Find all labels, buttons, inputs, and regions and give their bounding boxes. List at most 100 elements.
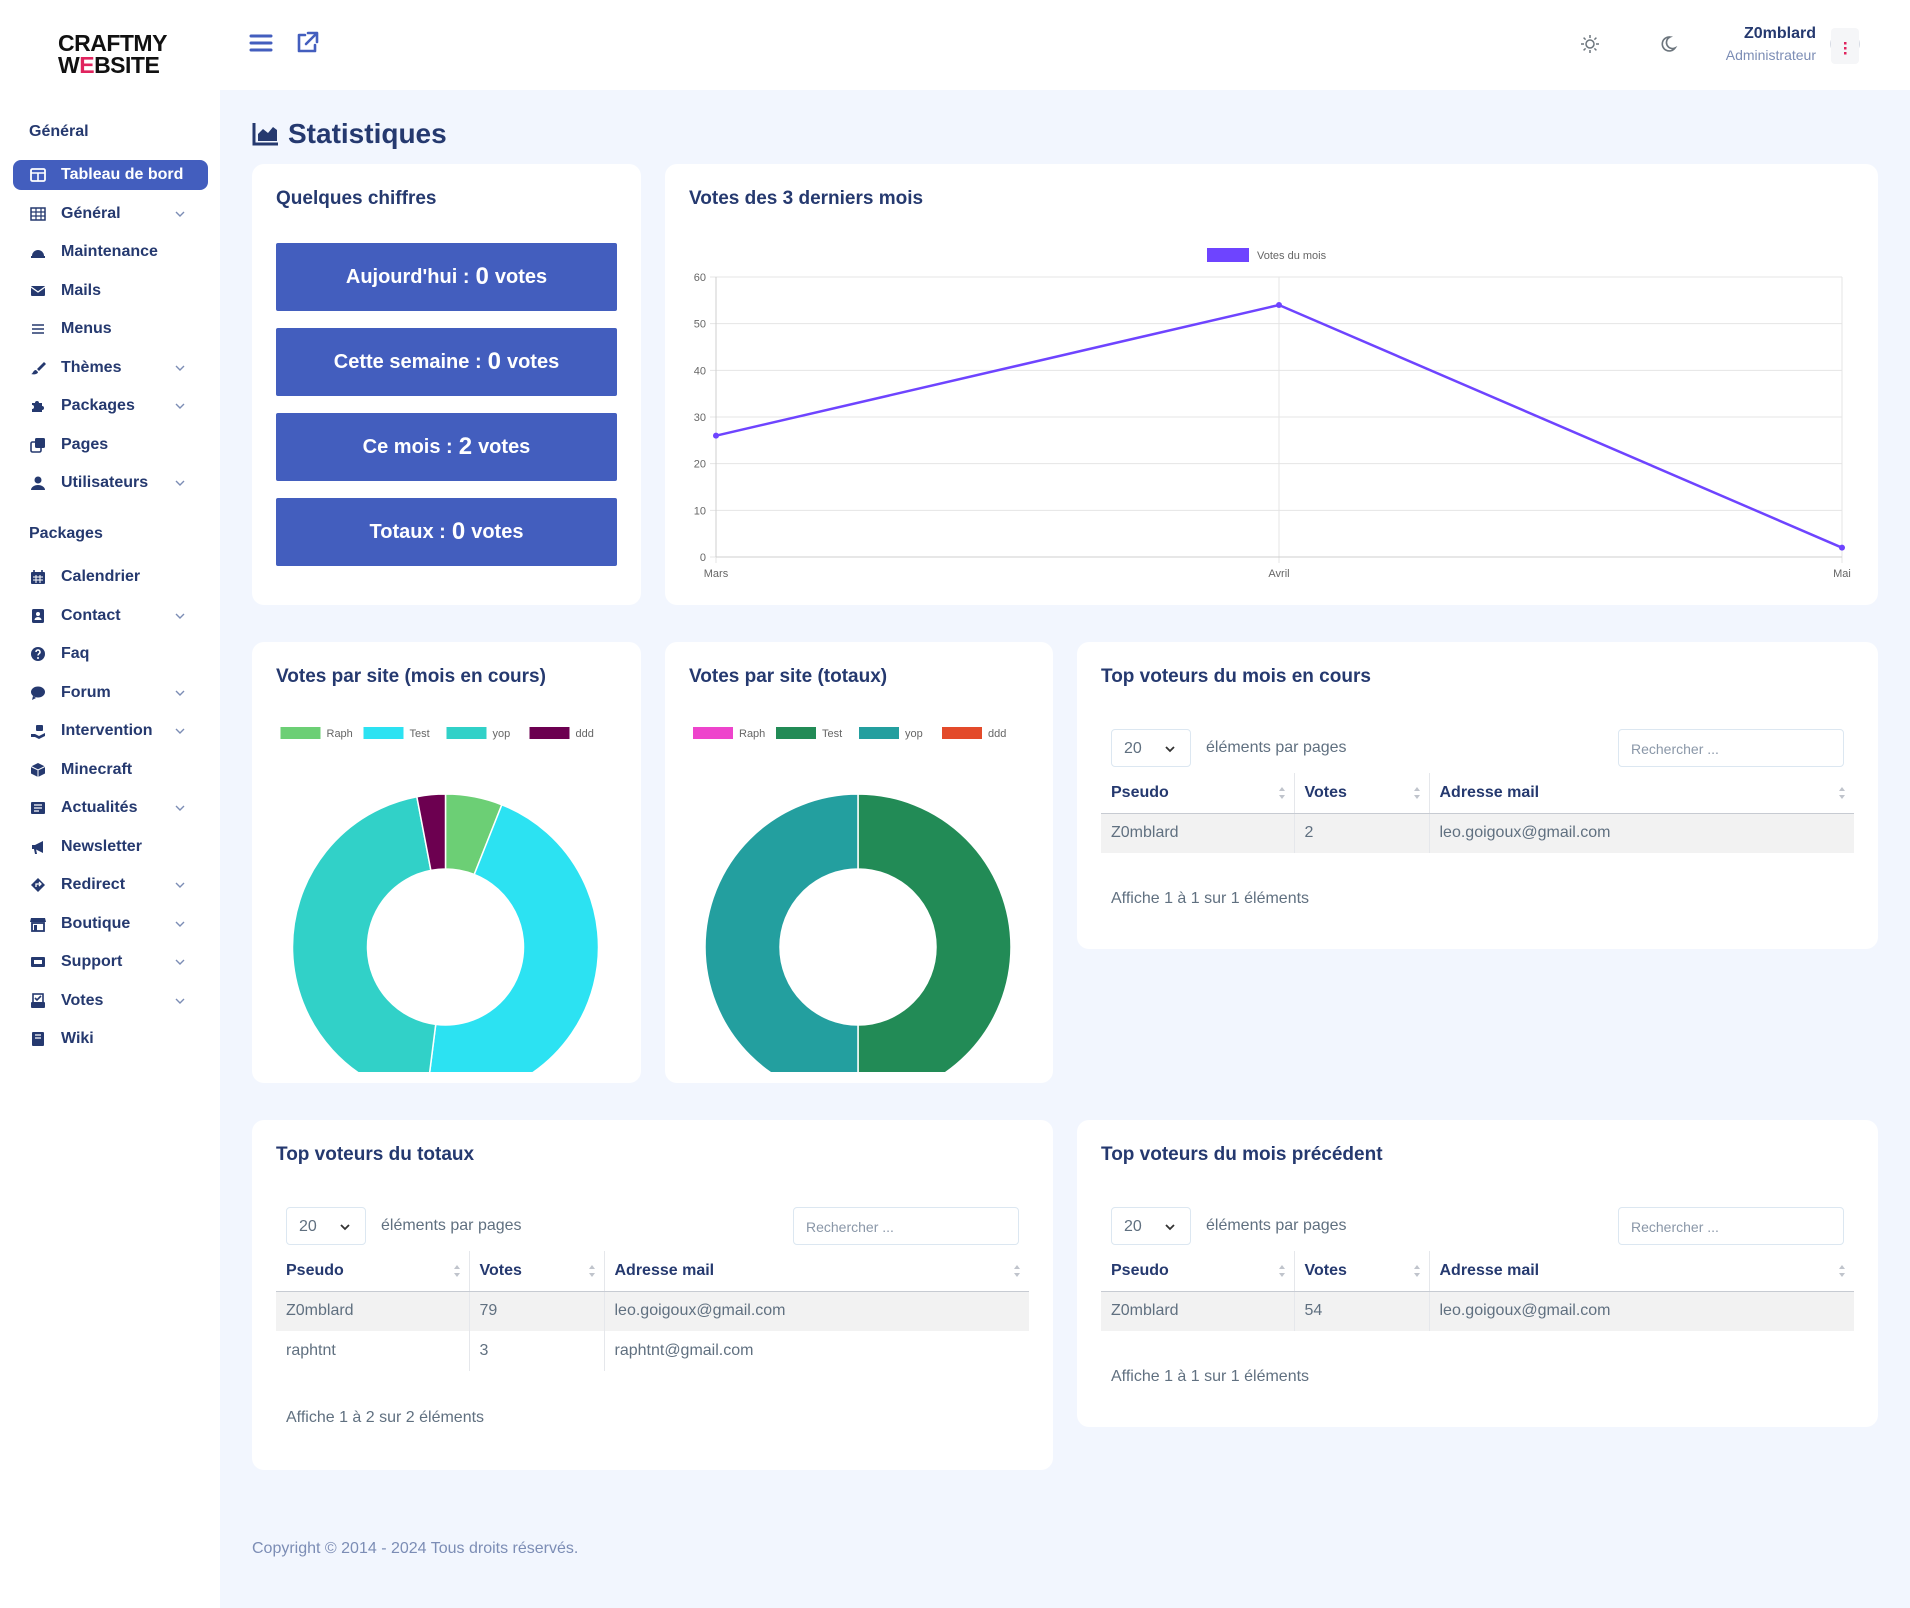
sidebar-item-pages[interactable]: Pages	[13, 430, 208, 460]
voters-table: Pseudo Votes Adresse mail Z0mblard 54 leo.goi…	[1101, 1251, 1854, 1331]
sidebar-item-label: Packages	[61, 397, 135, 414]
column-header[interactable]: Votes	[468, 1251, 604, 1292]
data-point[interactable]	[1276, 302, 1282, 308]
sidebar-item-votes[interactable]: Votes	[13, 986, 208, 1016]
column-header[interactable]: Votes	[1293, 1251, 1429, 1292]
sidebar-item-label: Faq	[61, 645, 90, 662]
sun-icon	[1581, 35, 1599, 53]
chevron-down-icon	[175, 211, 185, 217]
sidebar-item-label: Contact	[61, 606, 121, 624]
sidebar-item-boutique[interactable]: Boutique	[13, 909, 208, 939]
data-point[interactable]	[713, 432, 719, 439]
line-chart-title: Votes des 3 derniers mois	[689, 188, 924, 209]
sidebar-item-forum[interactable]: Forum	[13, 678, 208, 708]
column-header[interactable]: Pseudo	[276, 1251, 469, 1292]
sidebar-item-menus[interactable]: Menus	[13, 314, 208, 344]
column-header[interactable]: Adresse mail	[603, 1251, 1029, 1292]
sidebar-item-mails[interactable]: Mails	[13, 276, 208, 306]
sidebar-item-label: Utilisateurs	[61, 474, 149, 491]
table-cell: raphtnt@gmail.com	[603, 1331, 1029, 1371]
sort-icon	[1278, 1265, 1285, 1277]
pie-slice[interactable]	[704, 793, 859, 1072]
stat-counter[interactable]: Aujourd'hui :0 votes	[276, 243, 617, 311]
sidebar-item-wiki[interactable]: Wiki	[13, 1024, 208, 1054]
pie-slice[interactable]	[415, 793, 447, 872]
legend-swatch[interactable]	[1207, 248, 1249, 262]
table-total-title: Top voteurs du totaux	[276, 1144, 475, 1165]
external-link-icon[interactable]	[294, 30, 320, 56]
chevron-down-icon	[175, 921, 185, 927]
stat-counter[interactable]: Ce mois :2 votes	[276, 413, 617, 481]
legend-swatch[interactable]	[446, 727, 487, 739]
legend-swatch[interactable]	[363, 727, 404, 739]
y-tick-label: 50	[694, 319, 706, 331]
column-header[interactable]: Pseudo	[1101, 773, 1294, 814]
stat-counter[interactable]: Cette semaine :0 votes	[276, 328, 617, 396]
line-chart: Votes du mois 0 10 20 30 40 50 60 Mars Avril Mai	[694, 248, 1851, 580]
logo-w: W	[58, 52, 80, 78]
table-cell: 3	[468, 1331, 604, 1371]
chevron-down-icon	[175, 805, 185, 811]
user-name[interactable]: Z0mblard	[1743, 25, 1816, 42]
column-header[interactable]: Votes	[1293, 773, 1429, 814]
column-header[interactable]: Adresse mail	[1428, 1251, 1854, 1292]
column-header-label: Adresse mail	[1439, 783, 1540, 801]
chevron-down-icon	[175, 613, 185, 619]
sidebar-item-calendrier[interactable]: Calendrier	[13, 562, 208, 592]
sidebar-item-actualit-s[interactable]: Actualités	[13, 793, 208, 823]
sidebar-item-tableau-de-bord[interactable]: Tableau de bord	[13, 160, 208, 190]
sidebar-item-contact[interactable]: Contact	[13, 601, 208, 631]
legend-swatch[interactable]	[280, 727, 321, 739]
sidebar-item-g-n-ral[interactable]: Général	[13, 199, 208, 229]
pie-total-chart: Raph Test yop ddd	[693, 727, 1012, 1072]
page-length-select[interactable]: 20	[1111, 729, 1191, 767]
data-point[interactable]	[1839, 544, 1845, 551]
sidebar-item-maintenance[interactable]: Maintenance	[13, 237, 208, 267]
legend-swatch[interactable]	[776, 727, 816, 739]
table-cell: leo.goigoux@gmail.com	[1428, 813, 1854, 853]
chevron-down-icon	[1165, 746, 1175, 753]
sidebar-item-redirect[interactable]: Redirect	[13, 870, 208, 900]
pie-slice[interactable]	[291, 795, 437, 1072]
page-length-select[interactable]: 20	[286, 1207, 366, 1245]
stat-value: 0	[451, 518, 466, 545]
pie-total-title: Votes par site (totaux)	[689, 666, 888, 687]
chevron-down-icon	[340, 1224, 350, 1231]
chevron-down-icon	[175, 959, 185, 965]
sidebar-item-label: Actualités	[61, 799, 138, 816]
hamburger-menu-icon[interactable]	[248, 30, 274, 56]
sidebar-item-intervention[interactable]: Intervention	[13, 716, 208, 746]
column-header-label: Adresse mail	[1439, 1261, 1540, 1279]
search-input[interactable]: Rechercher ...	[793, 1207, 1019, 1245]
sidebar-item-faq[interactable]: Faq	[13, 639, 208, 669]
legend-swatch[interactable]	[859, 727, 899, 739]
legend-swatch[interactable]	[529, 727, 570, 739]
sidebar-item-label: Votes	[61, 991, 104, 1009]
search-input[interactable]: Rechercher ...	[1618, 729, 1844, 767]
legend-swatch[interactable]	[693, 727, 733, 739]
legend-label: ddd	[576, 728, 594, 740]
sidebar-item-packages[interactable]: Packages	[13, 391, 208, 421]
stat-counter[interactable]: Totaux :0 votes	[276, 498, 617, 566]
table-row: Z0mblard 79 leo.goigoux@gmail.com	[276, 1291, 1029, 1331]
y-tick-label: 20	[694, 459, 706, 471]
legend-swatch[interactable]	[942, 727, 982, 739]
logo[interactable]: CRAFTMY WEBSITE	[58, 32, 167, 78]
stat-unit: votes	[471, 520, 524, 543]
sidebar-item-support[interactable]: Support	[13, 947, 208, 977]
column-header[interactable]: Adresse mail	[1428, 773, 1854, 814]
chevron-down-icon	[175, 365, 185, 371]
sidebar-item-th-mes[interactable]: Thèmes	[13, 353, 208, 383]
sidebar-item-minecraft[interactable]: Minecraft	[13, 755, 208, 785]
pie-slice[interactable]	[857, 793, 1012, 1072]
avatar[interactable]	[1830, 28, 1860, 64]
moon-icon	[1661, 36, 1678, 52]
sort-icon	[1839, 787, 1845, 799]
page-length-select[interactable]: 20	[1111, 1207, 1191, 1245]
sidebar-item-newsletter[interactable]: Newsletter	[13, 832, 208, 862]
column-header[interactable]: Pseudo	[1101, 1251, 1294, 1292]
pie-slice[interactable]	[426, 803, 600, 1072]
sidebar-item-utilisateurs[interactable]: Utilisateurs	[13, 468, 208, 498]
sort-icon	[1413, 787, 1420, 799]
search-input[interactable]: Rechercher ...	[1618, 1207, 1844, 1245]
